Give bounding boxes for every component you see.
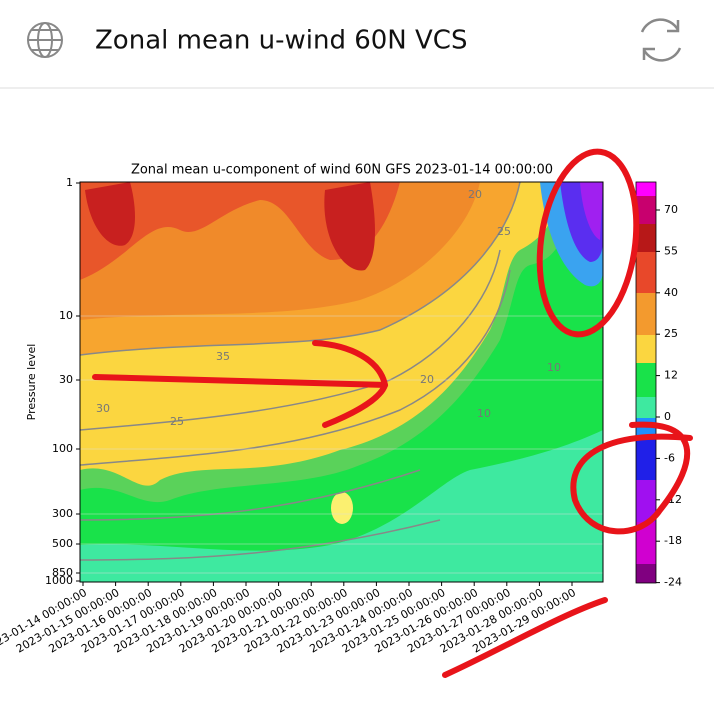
colorbar-tick-label: -24 xyxy=(664,576,682,589)
contour-label: 20 xyxy=(420,373,434,386)
globe-icon[interactable] xyxy=(27,22,63,58)
plot-frame xyxy=(79,181,604,583)
contour-label: 35 xyxy=(216,350,230,363)
contour-labels: 20 25 35 30 25 20 10 10 xyxy=(96,188,561,428)
app-bar xyxy=(0,0,714,88)
contour-label: 20 xyxy=(468,188,482,201)
y-tick-label: 850 xyxy=(52,566,73,579)
colorbar-tick-label: 55 xyxy=(664,244,678,257)
contour-label: 10 xyxy=(477,407,491,420)
colorbar-tick-label: 0 xyxy=(664,410,671,423)
y-tick-label: 1 xyxy=(66,176,73,189)
colorbar-tick-label: 25 xyxy=(664,327,678,340)
app-title: Zonal mean u-wind 60N VCS xyxy=(95,26,467,56)
colorbar-tick-label: 40 xyxy=(664,286,678,299)
y-tick-label: 10 xyxy=(59,309,73,322)
y-tick-label: 500 xyxy=(52,537,73,550)
grid xyxy=(80,315,603,574)
plot-title: Zonal mean u-component of wind 60N GFS 2… xyxy=(131,163,553,178)
refresh-icon[interactable] xyxy=(640,18,682,62)
colorbar-tick-label: 12 xyxy=(664,369,678,382)
y-axis-label: Pressure level xyxy=(25,344,38,421)
contour-label: 25 xyxy=(497,225,511,238)
contour-field xyxy=(80,182,603,582)
y-tick-label: 100 xyxy=(52,442,73,455)
contour-label: 25 xyxy=(170,415,184,428)
colorbar xyxy=(635,181,657,584)
colorbar-tick-label: -18 xyxy=(664,534,682,547)
y-tick-label: 30 xyxy=(59,373,73,386)
y-tick-label: 1000 xyxy=(45,574,73,587)
colorbar-tick-label: -6 xyxy=(664,451,675,464)
annotations xyxy=(92,148,693,678)
contour-label: 10 xyxy=(547,361,561,374)
contour-label: 30 xyxy=(96,402,110,415)
y-tick-label: 300 xyxy=(52,507,73,520)
colorbar-tick-label: 70 xyxy=(664,203,678,216)
